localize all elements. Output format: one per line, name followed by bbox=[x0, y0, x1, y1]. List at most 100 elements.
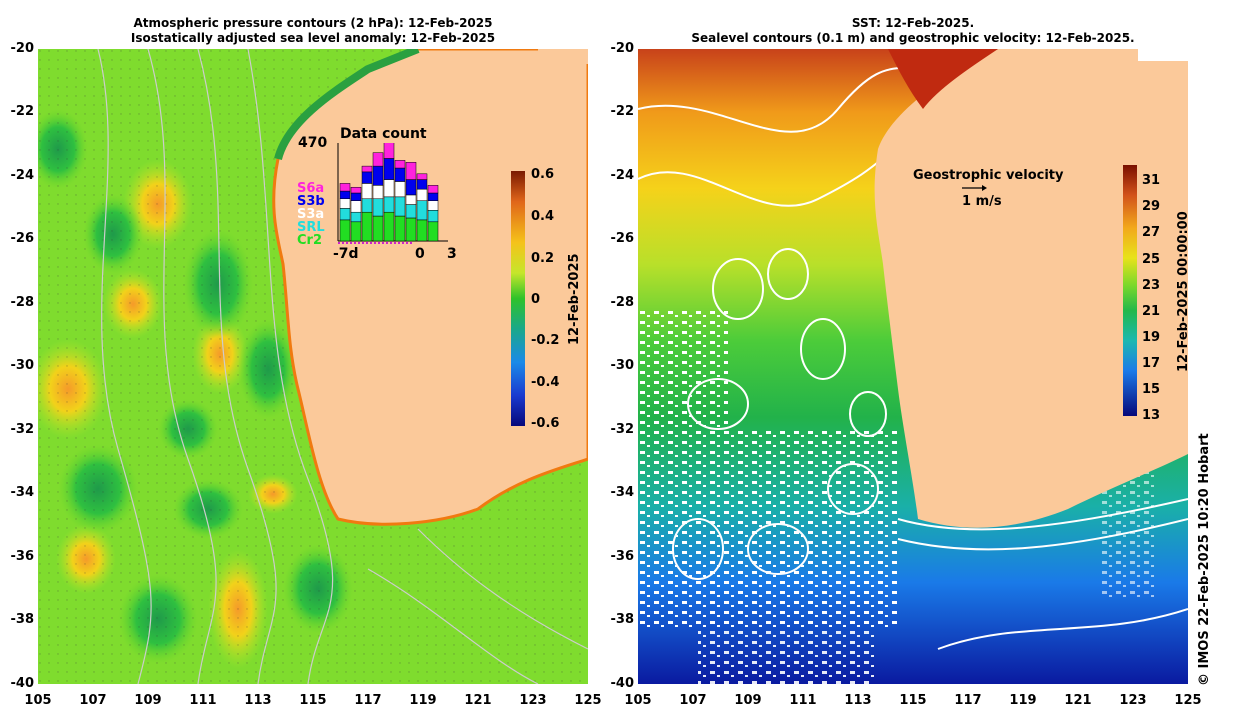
sat-s3b: S3b bbox=[297, 194, 325, 209]
left-title-line1: Atmospheric pressure contours (2 hPa): 1… bbox=[133, 16, 493, 30]
right-map[interactable] bbox=[638, 49, 1188, 684]
histogram-segment bbox=[405, 217, 417, 242]
left-cbar-tick: 0.4 bbox=[531, 209, 555, 224]
right-xtick: 115 bbox=[899, 693, 927, 708]
histogram-segment bbox=[361, 198, 373, 213]
histogram-segment bbox=[405, 194, 417, 205]
left-xtick: 105 bbox=[24, 693, 52, 708]
left-ytick: -36 bbox=[10, 549, 35, 564]
left-xtick: 109 bbox=[134, 693, 162, 708]
left-title-line2: Isostatically adjusted sea level anomaly… bbox=[130, 31, 496, 45]
left-cbar-tick: -0.4 bbox=[531, 375, 560, 390]
imos-credit: © IMOS 22-Feb-2025 10:20 Hobart bbox=[1197, 433, 1212, 686]
histogram-segment bbox=[383, 179, 395, 198]
velocity-legend-scale: 1 m/s bbox=[962, 194, 1002, 209]
left-colorbar bbox=[511, 171, 525, 426]
right-xtick: 111 bbox=[789, 693, 817, 708]
left-ytick: -20 bbox=[10, 41, 35, 56]
right-xtick: 121 bbox=[1064, 693, 1092, 708]
left-ytick: -26 bbox=[10, 231, 35, 246]
right-title-line1: SST: 12-Feb-2025. bbox=[851, 16, 975, 30]
right-colorbar-label: 12-Feb-2025 00:00:00 bbox=[1176, 211, 1191, 372]
data-count-title: Data count bbox=[340, 126, 427, 142]
velocity-arrow-icon bbox=[962, 185, 987, 191]
histogram-segment bbox=[427, 192, 439, 201]
histogram-segment bbox=[339, 208, 351, 221]
left-xtick: 123 bbox=[519, 693, 547, 708]
histogram-segment bbox=[394, 196, 406, 217]
left-xtick: 121 bbox=[464, 693, 492, 708]
data-count-xlabel-end: 3 bbox=[447, 246, 457, 262]
australia-land bbox=[272, 49, 588, 526]
right-ytick: -40 bbox=[610, 676, 635, 691]
right-xtick: 113 bbox=[844, 693, 872, 708]
histogram-segment bbox=[350, 200, 362, 213]
left-xtick: 115 bbox=[299, 693, 327, 708]
histogram-segment bbox=[416, 219, 428, 242]
histogram-segment bbox=[427, 210, 439, 223]
right-colorbar bbox=[1123, 165, 1137, 416]
histogram-segment bbox=[339, 219, 351, 242]
right-xtick: 105 bbox=[624, 693, 652, 708]
land-corner bbox=[538, 49, 588, 64]
histogram-segment bbox=[372, 215, 384, 242]
histogram-segment bbox=[361, 171, 373, 184]
histogram-segment bbox=[361, 183, 373, 200]
data-count-histogram bbox=[337, 143, 448, 244]
right-ytick: -32 bbox=[610, 422, 635, 437]
sat-srl: SRL bbox=[297, 220, 325, 235]
left-cbar-tick: 0.2 bbox=[531, 251, 555, 266]
histogram-segment bbox=[350, 192, 362, 201]
left-title: Atmospheric pressure contours (2 hPa): 1… bbox=[38, 16, 588, 46]
left-xtick: 107 bbox=[79, 693, 107, 708]
histogram-segment bbox=[339, 198, 351, 209]
histogram-segment bbox=[372, 152, 384, 167]
histogram-segment bbox=[405, 179, 417, 196]
histogram-segment bbox=[350, 221, 362, 242]
histogram-segment bbox=[339, 190, 351, 200]
right-xtick: 125 bbox=[1174, 693, 1202, 708]
left-ytick: -22 bbox=[10, 104, 35, 119]
right-xtick: 119 bbox=[1009, 693, 1037, 708]
right-ytick: -28 bbox=[610, 295, 635, 310]
left-map[interactable] bbox=[38, 49, 588, 684]
histogram-segment bbox=[350, 186, 362, 194]
right-cbar-tick: 19 bbox=[1142, 330, 1161, 345]
right-xtick: 109 bbox=[734, 693, 762, 708]
right-ytick: -30 bbox=[610, 358, 635, 373]
right-cbar-tick: 31 bbox=[1142, 173, 1161, 188]
right-xtick: 117 bbox=[954, 693, 982, 708]
histogram-segment bbox=[394, 160, 406, 169]
right-xtick: 107 bbox=[679, 693, 707, 708]
left-ytick: -32 bbox=[10, 422, 35, 437]
left-ytick: -34 bbox=[10, 485, 35, 500]
left-colorbar-label: 12-Feb-2025 bbox=[567, 253, 582, 345]
histogram-segment bbox=[416, 173, 428, 180]
right-cbar-tick: 25 bbox=[1142, 252, 1161, 267]
histogram-segment bbox=[394, 181, 406, 198]
histogram-segment bbox=[339, 183, 351, 192]
right-ytick: -24 bbox=[610, 168, 635, 183]
pressure-contours bbox=[97, 49, 588, 684]
left-map-svg bbox=[38, 49, 588, 684]
plot-corner bbox=[1138, 49, 1188, 61]
left-xtick: 125 bbox=[574, 693, 602, 708]
histogram-segment bbox=[427, 221, 439, 242]
histogram-segment bbox=[405, 204, 417, 219]
left-ytick: -38 bbox=[10, 612, 35, 627]
data-count-max: 470 bbox=[298, 135, 328, 151]
histogram-segment bbox=[416, 179, 428, 190]
right-ytick: -20 bbox=[610, 41, 635, 56]
sat-s3a: S3a bbox=[297, 207, 325, 222]
left-ytick: -30 bbox=[10, 358, 35, 373]
histogram-segment bbox=[372, 198, 384, 217]
left-xtick: 119 bbox=[409, 693, 437, 708]
left-cbar-tick: 0 bbox=[531, 292, 541, 307]
left-xtick: 113 bbox=[244, 693, 272, 708]
left-xtick: 111 bbox=[189, 693, 217, 708]
histogram-segment bbox=[405, 162, 417, 180]
right-ytick: -36 bbox=[610, 549, 635, 564]
right-map-svg bbox=[638, 49, 1188, 684]
velocity-legend-title: Geostrophic velocity bbox=[913, 168, 1064, 183]
data-count-xlabel-zero: 0 bbox=[415, 246, 425, 262]
